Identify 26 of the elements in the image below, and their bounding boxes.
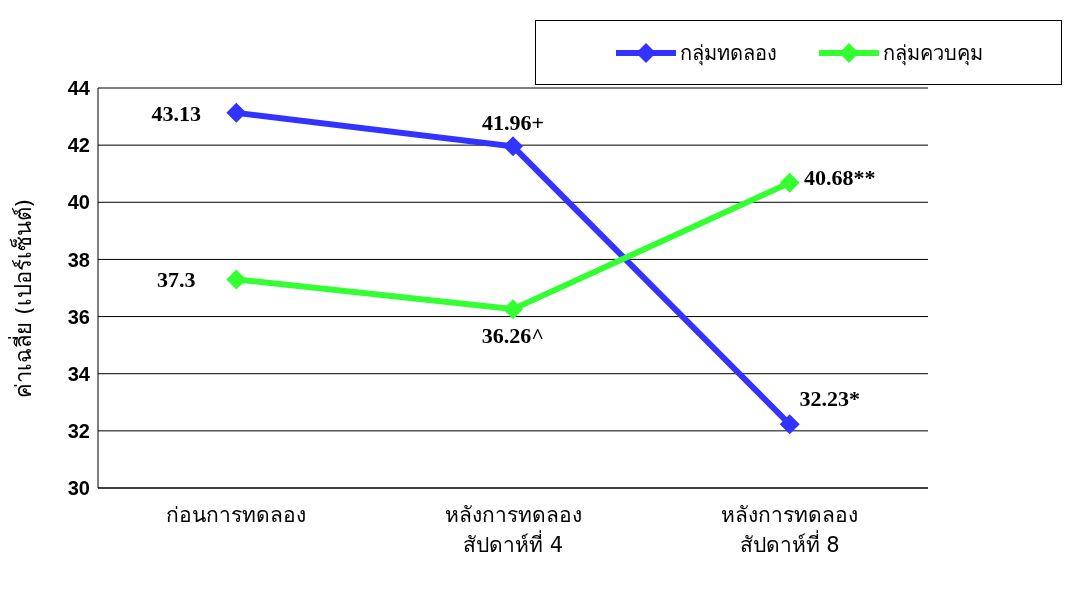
point bbox=[779, 414, 800, 435]
x-tick-label: หลังการทดลอง สัปดาห์ที่ 4 bbox=[444, 503, 582, 557]
y-tick-label: 34 bbox=[67, 362, 91, 385]
data-label: 32.23* bbox=[799, 386, 860, 412]
x-tick-label: หลังการทดลอง สัปดาห์ที่ 8 bbox=[721, 503, 859, 557]
y-tick-label: 30 bbox=[67, 477, 90, 500]
legend-label: กลุ่มควบคุม bbox=[883, 39, 983, 68]
y-tick-label: 36 bbox=[67, 305, 90, 328]
y-tick-label: 42 bbox=[67, 134, 90, 157]
point bbox=[226, 269, 247, 290]
point bbox=[503, 136, 523, 157]
point bbox=[226, 102, 247, 123]
data-label: 43.13 bbox=[151, 100, 202, 126]
data-label: 40.68** bbox=[803, 164, 876, 190]
y-axis-title: ค่าเฉลี่ย (เปอร์เซ็นต์) bbox=[7, 198, 36, 398]
data-label: 37.3 bbox=[157, 267, 196, 293]
x-tick-label: ก่อนการทดลอง bbox=[166, 503, 307, 527]
data-label: 41.96+ bbox=[481, 110, 545, 136]
y-tick-label: 40 bbox=[67, 191, 90, 214]
legend-label: กลุ่มทดลอง bbox=[680, 39, 777, 68]
data-label: 36.26^ bbox=[481, 323, 545, 349]
y-tick-label: 38 bbox=[67, 248, 90, 271]
y-tick-label: 32 bbox=[67, 419, 90, 442]
point bbox=[503, 299, 523, 320]
y-tick-label: 44 bbox=[67, 77, 91, 100]
point bbox=[779, 172, 800, 193]
